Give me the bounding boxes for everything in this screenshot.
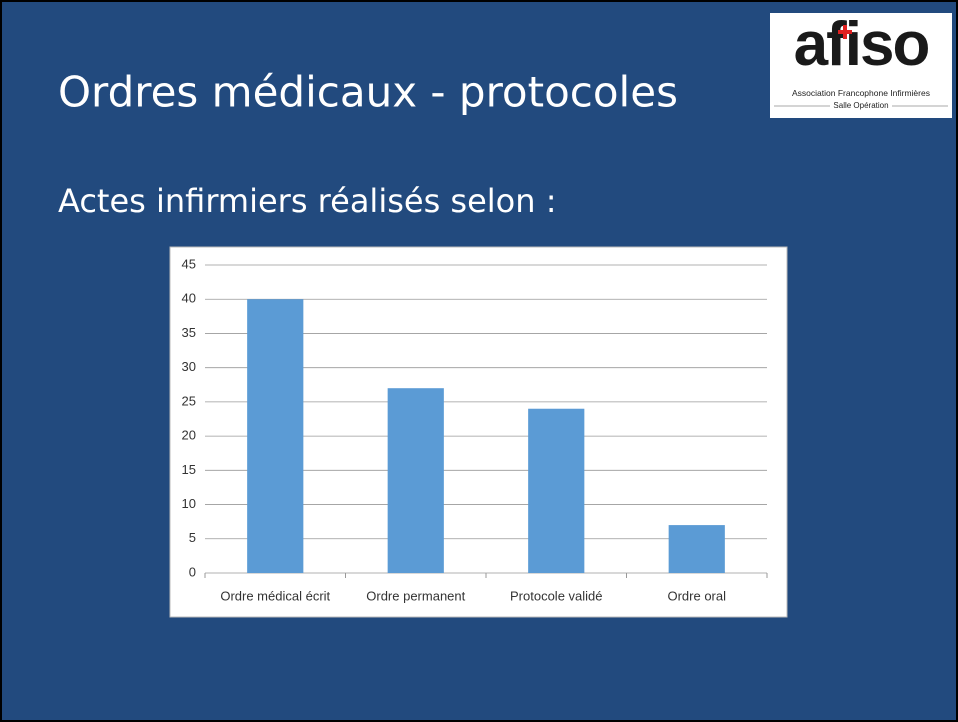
y-tick-label: 0 bbox=[189, 564, 196, 579]
bar bbox=[247, 299, 304, 573]
y-tick-label: 10 bbox=[182, 496, 196, 511]
y-tick-label: 15 bbox=[182, 462, 196, 477]
logo-mask bbox=[830, 101, 892, 111]
logo-line2: Salle Opération bbox=[833, 101, 888, 110]
x-tick-label: Ordre oral bbox=[667, 588, 726, 603]
chart: 0 5 10 15 20 25 30 35 40 45 Ordre médical écrit Ord… bbox=[182, 256, 768, 603]
logo-line1: Association Francophone Infirmières bbox=[792, 88, 930, 98]
y-tick-label: 25 bbox=[182, 393, 196, 408]
y-tick-label: 45 bbox=[182, 256, 196, 271]
logo: afiso Association Francophone Infirmière… bbox=[770, 10, 952, 118]
logo-text: afiso bbox=[794, 10, 929, 79]
y-tick-label: 40 bbox=[182, 291, 196, 306]
slide-subtitle: Actes infirmiers réalisés selon : bbox=[58, 182, 556, 220]
logo-cross bbox=[843, 25, 847, 39]
y-tick-label: 35 bbox=[182, 325, 196, 340]
x-tick-label: Ordre médical écrit bbox=[220, 588, 330, 603]
x-tick-label: Protocole validé bbox=[510, 588, 603, 603]
bar bbox=[668, 525, 725, 573]
logo-box bbox=[770, 13, 952, 118]
bar bbox=[528, 408, 585, 573]
bar bbox=[387, 388, 444, 573]
x-tick-label: Ordre permanent bbox=[366, 588, 465, 603]
y-tick-label: 20 bbox=[182, 428, 196, 443]
y-tick-label: 30 bbox=[182, 359, 196, 374]
slide-title: Ordres médicaux - protocoles bbox=[58, 68, 678, 117]
y-tick-label: 5 bbox=[189, 530, 196, 545]
